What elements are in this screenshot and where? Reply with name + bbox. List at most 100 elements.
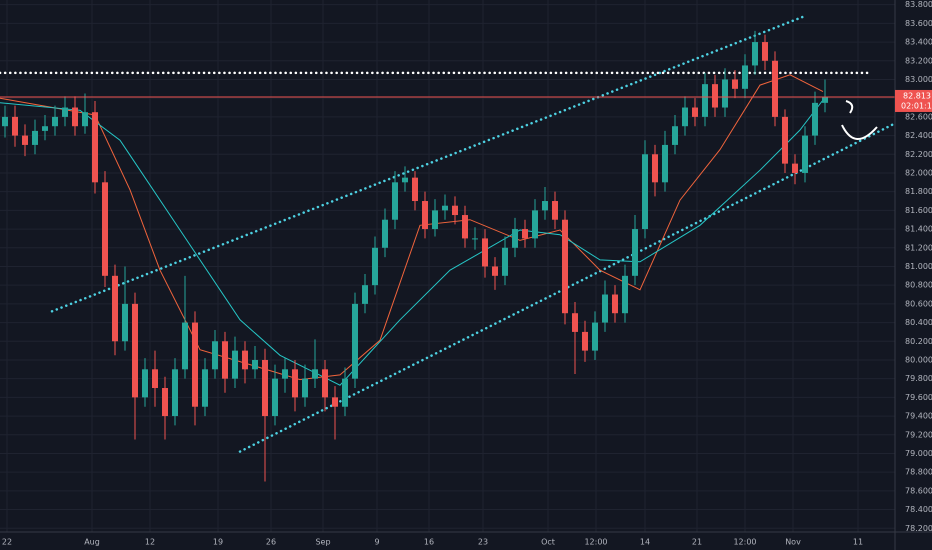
candle-body (32, 130, 38, 145)
y-tick-label: 82.000 (905, 168, 932, 177)
candle-body (152, 369, 158, 389)
candle-body (332, 397, 338, 407)
candle-body (422, 201, 428, 230)
y-tick-label: 78.800 (905, 468, 932, 477)
candle-body (752, 42, 758, 66)
candle-body (552, 201, 558, 220)
candle-body (602, 294, 608, 323)
candle-body (562, 219, 568, 314)
x-tick-label: 12:00 (733, 538, 756, 547)
candle-body (192, 322, 198, 407)
candle-body (292, 369, 298, 398)
y-tick-label: 83.000 (905, 75, 932, 84)
candle-body (122, 303, 128, 342)
y-tick-label: 83.400 (905, 38, 932, 47)
y-tick-label: 80.600 (905, 299, 932, 308)
y-tick-label: 82.200 (905, 150, 932, 159)
x-tick-label: 21 (692, 538, 702, 547)
last-price-box (895, 89, 932, 112)
candle-body (2, 116, 8, 127)
x-tick-label: 12 (145, 538, 155, 547)
y-tick-label: 80.800 (905, 281, 932, 290)
candle-body (242, 350, 248, 370)
candle-body (132, 303, 138, 398)
candle-body (612, 294, 618, 314)
candle-body (402, 177, 408, 183)
hand-drawing (841, 124, 878, 140)
last-price-label: 82.813 (903, 91, 931, 100)
x-tick-label: 14 (640, 538, 650, 547)
candle-body (82, 112, 88, 127)
grid (0, 0, 895, 532)
candle-body (692, 107, 698, 117)
moving-average (0, 74, 824, 381)
y-tick-label: 83.800 (905, 0, 932, 9)
candle-body (202, 369, 208, 407)
candle-body (432, 210, 438, 230)
y-tick-label: 79.400 (905, 412, 932, 421)
candle-body (272, 378, 278, 417)
plot (0, 15, 897, 482)
candle-body (662, 144, 668, 183)
candle-body (72, 107, 78, 127)
candle-body (632, 229, 638, 276)
candle-body (442, 205, 448, 211)
candle-body (22, 135, 28, 145)
x-tick-label: 26 (266, 538, 276, 547)
hand-drawing (845, 100, 854, 114)
candle-body (812, 102, 818, 136)
x-tick-label: Oct (541, 538, 555, 547)
candle-body (502, 247, 508, 276)
candle-body (392, 182, 398, 220)
x-tick-label: 12:00 (584, 538, 607, 547)
x-tick-label: Aug (84, 538, 100, 547)
y-tick-label: 82.600 (905, 112, 932, 121)
x-tick-label: 16 (424, 538, 434, 547)
candle-body (712, 84, 718, 108)
candle-body (222, 341, 228, 379)
x-tick-label: Sep (315, 538, 330, 547)
y-tick-label: 79.800 (905, 374, 932, 383)
candle-body (542, 201, 548, 211)
candle-body (822, 96, 828, 103)
y-tick-label: 79.000 (905, 449, 932, 458)
candle-body (42, 126, 48, 131)
candle-body (572, 313, 578, 332)
candle-body (702, 84, 708, 117)
moving-average (0, 99, 824, 386)
candle-body (92, 112, 98, 183)
candle-body (732, 79, 738, 89)
candle-body (142, 369, 148, 398)
candle-body (582, 331, 588, 351)
y-tick-label: 80.400 (905, 318, 932, 327)
x-tick-label: 19 (213, 538, 223, 547)
x-tick-label: 23 (478, 538, 488, 547)
candle-body (532, 210, 538, 239)
candle-body (512, 229, 518, 248)
y-tick-label: 81.200 (905, 243, 932, 252)
countdown-label: 02:01:12 (901, 101, 932, 110)
candle-body (742, 65, 748, 89)
y-tick-label: 80.000 (905, 355, 932, 364)
candle-body (182, 322, 188, 370)
candle-body (452, 205, 458, 216)
candle-body (342, 378, 348, 407)
candle-body (642, 154, 648, 230)
candle-body (102, 182, 108, 276)
candle-body (462, 215, 468, 239)
candle-body (312, 369, 318, 379)
candle-body (652, 154, 658, 183)
candle-body (772, 60, 778, 117)
y-tick-label: 78.200 (905, 524, 932, 533)
candle-body (302, 378, 308, 398)
candle-body (412, 177, 418, 202)
y-tick-label: 81.600 (905, 206, 932, 215)
x-tick-label: 22 (2, 538, 12, 547)
candle-body (112, 275, 118, 342)
candle-body (782, 116, 788, 164)
candle-body (322, 369, 328, 398)
y-tick-label: 83.200 (905, 56, 932, 65)
